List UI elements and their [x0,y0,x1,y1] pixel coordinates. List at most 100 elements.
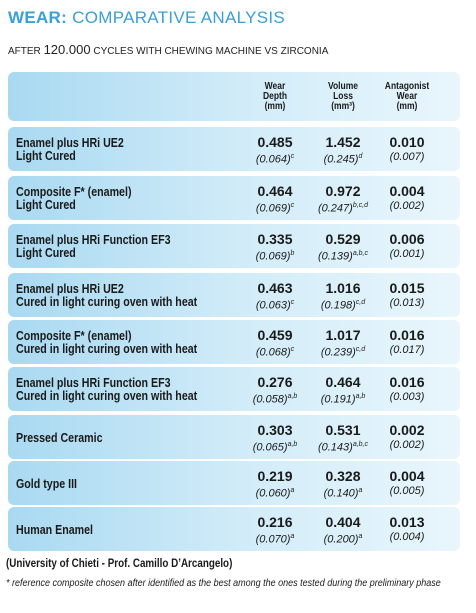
cell-value: 1.017 [325,327,361,343]
cell-sd-value: (0.191) [320,393,356,406]
cell-sd-value: (0.200) [323,533,359,546]
column-header: Antagonist Wear (mm) [373,82,441,112]
subtitle: AFTER 120.000 CYCLES WITH CHEWING MACHIN… [8,42,328,57]
cell-sd-value: (0.005) [389,485,425,497]
cell-sd: (0.069)c [235,200,315,215]
row-name-line: Human Enamel [16,521,94,537]
cell-sd: (0.002) [367,439,447,451]
cell-sd-value: (0.063) [255,299,291,312]
row-name-line: Cured in light curing oven with heat [16,388,198,403]
row-name-line: Light Cured [16,197,76,212]
cell-sd-value: (0.058) [252,393,288,406]
cell-value: 0.404 [325,514,361,530]
row-name-line: Composite F* (enamel) [16,184,132,199]
column-header-line: Volume [327,81,359,92]
cell-value: 0.529 [325,231,361,247]
cell-sd-value: (0.143) [317,441,353,454]
cell-value: 0.335 [257,231,293,247]
cell-sd-value: (0.060) [255,487,291,500]
row-name-line: Cured in light curing oven with heat [16,294,198,309]
column-header-line: Wear [264,81,286,92]
source: (University of Chieti - Prof. Camillo D’… [6,556,233,570]
cell-value: 0.013 [389,514,425,530]
row-box [8,507,460,551]
cell-sd: (0.058)a,b [235,391,315,406]
cell-value: 0.485 [257,134,293,150]
cell-sd: (0.198)c,d [303,297,383,312]
cell-value: 0.464 [257,183,293,199]
cell-sd-sup: c [290,202,295,209]
cell-value: 0.328 [325,468,361,484]
cell-sd-value: (0.069) [255,202,291,215]
cell-sd-value: (0.068) [255,346,291,359]
header-box [8,72,460,121]
cell-sd-sup: a,b,c [352,441,369,448]
cell-sd: (0.191)a,b [303,391,383,406]
row-box [8,176,460,220]
column-header-line: (mm) [264,101,286,112]
cell-sd-value: (0.007) [389,151,425,163]
cell-sd-value: (0.065) [252,441,288,454]
row-name: Pressed Ceramic [16,431,103,444]
cell-sd-sup: a [358,533,363,540]
row-box [8,367,460,411]
cell-value: 0.002 [389,422,425,438]
cell-sd: (0.064)c [235,151,315,166]
cell-value: 0.463 [257,280,293,296]
cell-value: 0.006 [389,231,425,247]
cell-value: 1.016 [325,280,361,296]
cell-sd-sup: a,b,c [352,250,369,257]
row-name: Enamel plus HRi UE2 Light Cured [16,136,124,162]
cell-sd-value: (0.002) [389,200,425,212]
cell-sd-value: (0.001) [389,248,425,260]
row-box [8,224,460,268]
column-header-line: (mm) [396,101,418,112]
row-name-line: Enamel plus HRi UE2 [16,281,124,296]
row-box [8,127,460,171]
cell-sd: (0.003) [367,391,447,403]
cell-sd: (0.247)b,c,d [303,200,383,215]
cell-sd: (0.069)b [235,248,315,263]
cell-sd-value: (0.247) [317,202,353,215]
cell-sd-sup: a [358,487,363,494]
cell-sd-value: (0.245) [323,153,359,166]
cell-value: 0.303 [257,422,293,438]
cell-sd-value: (0.013) [389,297,425,309]
cell-sd-sup: c [290,346,295,353]
cell-sd: (0.200)a [303,531,383,546]
row-box [8,415,460,459]
cell-value: 0.219 [257,468,293,484]
cell-sd-sup: d [358,153,363,160]
cell-value: 0.015 [389,280,425,296]
row-name: Enamel plus HRi Function EF3 Light Cured [16,233,171,259]
cell-value: 0.459 [257,327,293,343]
row-name-line: Enamel plus HRi Function EF3 [16,232,171,247]
row-name-line: Light Cured [16,245,76,260]
cell-value: 0.276 [257,374,293,390]
cell-value: 0.010 [389,134,425,150]
cell-sd-value: (0.064) [255,153,291,166]
cell-value: 1.452 [325,134,361,150]
cell-value: 0.016 [389,327,425,343]
cell-sd: (0.070)a [235,531,315,546]
cell-sd: (0.017) [367,344,447,356]
cell-sd: (0.004) [367,531,447,543]
subtitle-post: CYCLES WITH CHEWING MACHINE VS ZIRCONIA [93,46,329,57]
cell-sd: (0.002) [367,200,447,212]
cell-value: 0.016 [389,374,425,390]
row-name: Gold type III [16,477,77,490]
cell-sd-value: (0.239) [320,346,356,359]
cell-sd-sup: a,b [287,393,298,400]
cell-sd: (0.068)c [235,344,315,359]
column-header-line: Loss [333,91,353,102]
cell-sd: (0.060)a [235,485,315,500]
cell-sd-value: (0.004) [389,531,425,543]
row-name-line: Pressed Ceramic [16,429,103,445]
cell-sd-value: (0.017) [389,344,425,356]
cell-value: 0.004 [389,468,425,484]
cell-sd-sup: a [290,533,295,540]
cell-sd: (0.139)a,b,c [303,248,383,263]
cell-sd-sup: a,b [287,441,298,448]
cell-sd-value: (0.139) [317,250,353,263]
cell-value: 0.531 [325,422,361,438]
